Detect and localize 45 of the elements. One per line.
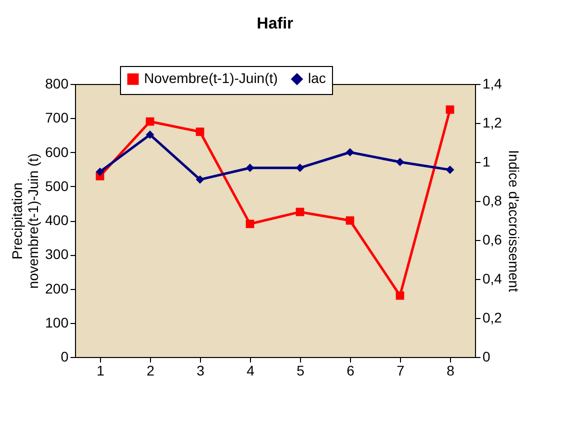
point [146,117,154,126]
y-axis-title: Precipitation novembre(t-1)-Juin (t) [9,153,42,289]
y2-tick-label: 1 [482,154,490,170]
x-tick-label: 4 [246,362,255,378]
y2-axis-title: Indice d'accroissement [506,150,522,292]
y-tick-label: 400 [45,212,69,228]
y2-tick-label: 0,2 [482,310,502,326]
point [396,158,404,166]
x-tick-label: 3 [196,362,205,378]
x-tick-label: 5 [296,362,305,378]
y2-tick-label: 0,6 [482,232,502,248]
point [296,208,304,216]
y2-tick-label: 0,8 [482,192,502,208]
y-tick-label: 200 [45,280,69,296]
x-tick-label: 8 [446,362,455,378]
x-tick-label: 2 [146,362,155,378]
y-tick-label: 700 [45,110,69,126]
point [146,130,154,139]
chart-title: Hafir [256,16,294,32]
x-tick-label: 1 [96,362,105,378]
point [346,148,354,156]
point [446,166,454,174]
point [246,164,254,172]
x-tick-label: 7 [396,362,405,378]
y2-tick-label: 0,4 [482,270,502,286]
point [196,128,204,136]
y2-tick-label: 1,4 [482,76,502,92]
y-tick-label: 800 [45,76,69,92]
point [396,291,404,300]
x-tick-label: 6 [346,362,355,378]
legend-label: lac [308,70,326,86]
y-tick-label: 300 [45,246,69,262]
y2-tick-label: 1,2 [482,114,502,130]
point [246,220,254,228]
point [446,105,454,114]
point [196,175,204,184]
legend-label: Novembre(t-1)-Juin(t) [144,70,278,86]
y-tick-label: 500 [45,178,69,194]
y-tick-label: 100 [45,314,69,330]
y2-tick-label: 0 [482,348,490,364]
point [346,216,354,225]
y-tick-label: 600 [45,144,69,160]
point [296,164,304,172]
y-tick-label: 0 [60,348,69,364]
point [96,168,104,176]
